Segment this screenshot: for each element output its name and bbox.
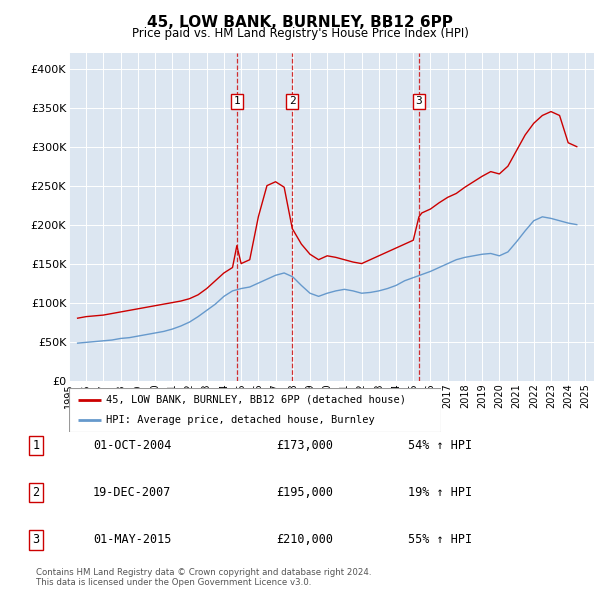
Text: 2: 2: [32, 486, 40, 499]
Text: 01-OCT-2004: 01-OCT-2004: [93, 439, 172, 452]
Text: HPI: Average price, detached house, Burnley: HPI: Average price, detached house, Burn…: [106, 415, 375, 425]
Text: 19-DEC-2007: 19-DEC-2007: [93, 486, 172, 499]
Text: 1: 1: [233, 96, 240, 106]
FancyBboxPatch shape: [69, 388, 441, 432]
Text: 01-MAY-2015: 01-MAY-2015: [93, 533, 172, 546]
Text: £210,000: £210,000: [276, 533, 333, 546]
Text: 2: 2: [289, 96, 296, 106]
Text: Price paid vs. HM Land Registry's House Price Index (HPI): Price paid vs. HM Land Registry's House …: [131, 27, 469, 40]
Text: 19% ↑ HPI: 19% ↑ HPI: [408, 486, 472, 499]
Text: 54% ↑ HPI: 54% ↑ HPI: [408, 439, 472, 452]
Text: £195,000: £195,000: [276, 486, 333, 499]
Text: 3: 3: [32, 533, 40, 546]
Text: 1: 1: [32, 439, 40, 452]
Text: 3: 3: [416, 96, 422, 106]
Text: 45, LOW BANK, BURNLEY, BB12 6PP (detached house): 45, LOW BANK, BURNLEY, BB12 6PP (detache…: [106, 395, 406, 405]
Text: 45, LOW BANK, BURNLEY, BB12 6PP: 45, LOW BANK, BURNLEY, BB12 6PP: [147, 15, 453, 30]
Text: £173,000: £173,000: [276, 439, 333, 452]
Text: 55% ↑ HPI: 55% ↑ HPI: [408, 533, 472, 546]
Text: Contains HM Land Registry data © Crown copyright and database right 2024.
This d: Contains HM Land Registry data © Crown c…: [36, 568, 371, 587]
